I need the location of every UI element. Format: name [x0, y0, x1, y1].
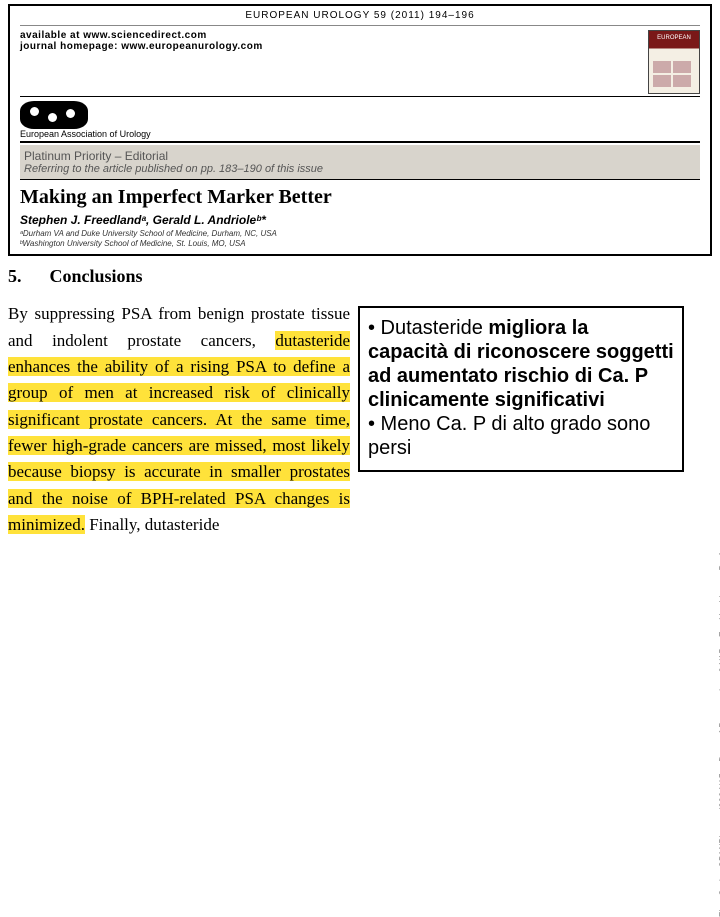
- cover-label: EUROPEAN: [657, 35, 691, 41]
- bullet-1-lead: • Dutasteride: [368, 317, 488, 339]
- affil-b: ᵇWashington University School of Medicin…: [20, 239, 700, 249]
- cover-pics: [653, 61, 695, 87]
- citation-line: EUROPEAN UROLOGY 59 (2011) 194–196: [20, 8, 700, 26]
- conclusions-paragraph: By suppressing PSA from benign prostate …: [8, 301, 350, 538]
- body-area: 5. Conclusions By suppressing PSA from b…: [8, 266, 712, 538]
- bullet-1: • Dutasteride migliora la capacità di ri…: [368, 316, 674, 412]
- priority-sub: Referring to the article published on pp…: [24, 163, 700, 175]
- bullet-2: • Meno Ca. P di alto grado sono persi: [368, 412, 674, 460]
- affil-a: ᵃDurham VA and Duke University School of…: [20, 229, 700, 239]
- logo-row: European Association of Urology: [20, 97, 700, 143]
- availability-block: available at www.sciencedirect.com journ…: [20, 30, 263, 52]
- journal-cover-thumb: EUROPEAN: [648, 30, 700, 94]
- conclusions-heading: 5. Conclusions: [8, 266, 350, 287]
- para-post: Finally, dutasteride: [85, 515, 219, 534]
- homepage-text: journal homepage: www.europeanurology.co…: [20, 41, 263, 52]
- conclusions-column: 5. Conclusions By suppressing PSA from b…: [8, 266, 350, 538]
- para-highlight: dutasteride enhances the ability of a ri…: [8, 331, 350, 534]
- eau-logo: European Association of Urology: [20, 101, 151, 139]
- header-row: available at www.sciencedirect.com journ…: [20, 26, 700, 97]
- article-title: Making an Imperfect Marker Better: [20, 180, 700, 213]
- eau-logo-icon: [20, 101, 88, 129]
- section-title: Conclusions: [50, 266, 143, 287]
- section-number: 5.: [8, 266, 22, 287]
- authors: Stephen J. Freedlandᵃ, Gerald L. Andriol…: [20, 213, 700, 229]
- eau-caption: European Association of Urology: [20, 129, 151, 139]
- journal-header: EUROPEAN UROLOGY 59 (2011) 194–196 avail…: [8, 4, 712, 256]
- summary-box: • Dutasteride migliora la capacità di ri…: [358, 306, 684, 472]
- available-text: available at www.sciencedirect.com: [20, 30, 263, 41]
- priority-banner: Platinum Priority – Editorial Referring …: [20, 145, 700, 180]
- priority-title: Platinum Priority – Editorial: [24, 149, 700, 163]
